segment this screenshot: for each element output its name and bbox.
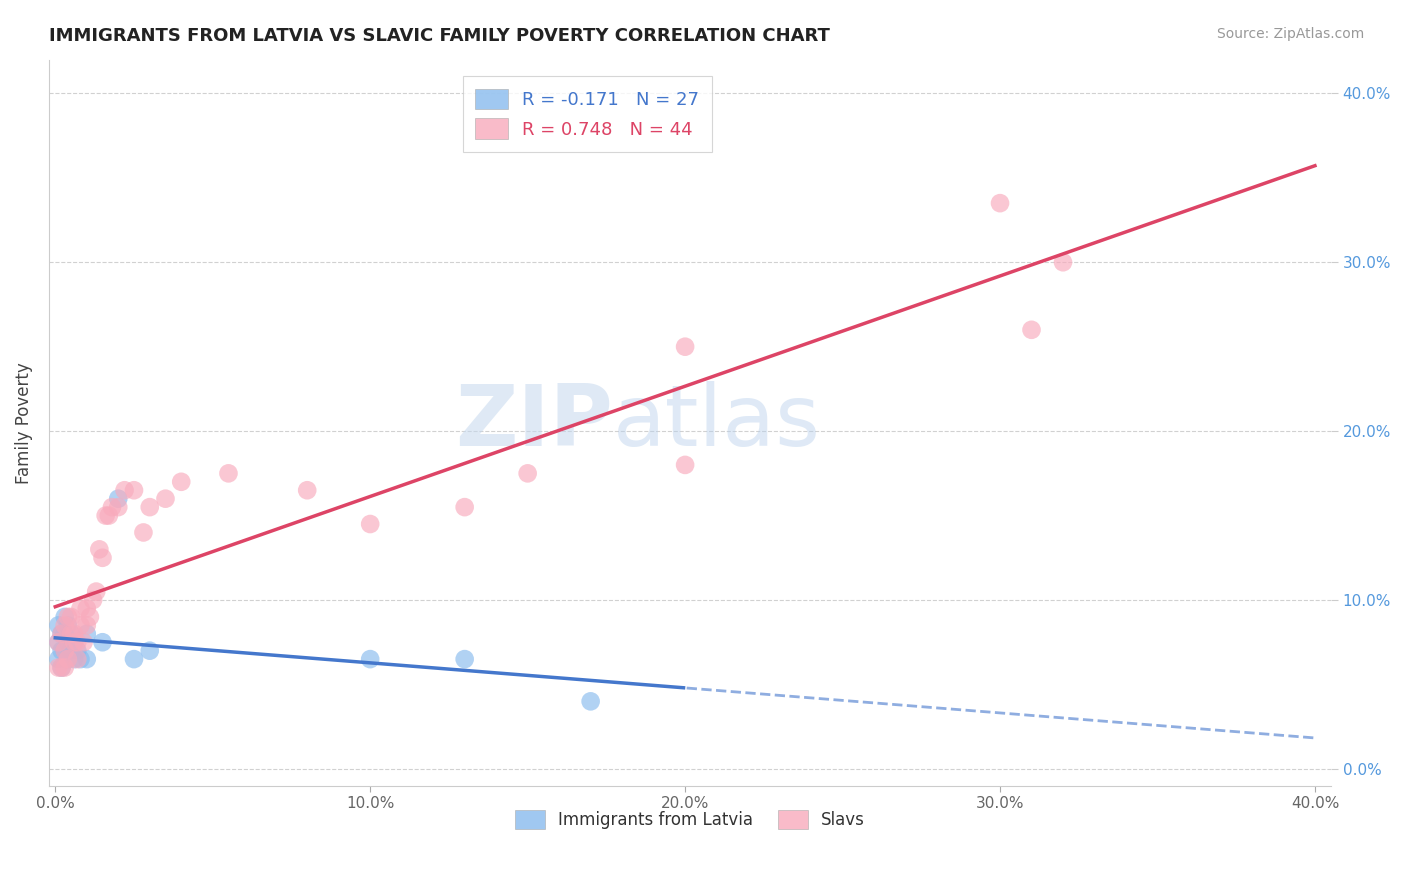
Point <box>60 627 83 641</box>
Y-axis label: Family Poverty: Family Poverty <box>15 362 32 483</box>
Point <box>69 601 91 615</box>
Point <box>51 660 73 674</box>
Point <box>218 467 240 481</box>
Point <box>51 660 73 674</box>
Point <box>155 491 177 506</box>
Point <box>56 610 79 624</box>
Point <box>63 635 86 649</box>
Point <box>673 458 696 472</box>
Point <box>60 627 83 641</box>
Point <box>72 635 94 649</box>
Point <box>91 635 114 649</box>
Point <box>132 525 155 540</box>
Point <box>53 618 76 632</box>
Point <box>579 694 602 708</box>
Point <box>359 516 381 531</box>
Text: atlas: atlas <box>613 381 821 464</box>
Point <box>988 196 1011 211</box>
Point <box>60 643 83 657</box>
Point <box>170 475 193 489</box>
Point <box>53 660 76 674</box>
Legend: Immigrants from Latvia, Slavs: Immigrants from Latvia, Slavs <box>508 803 872 836</box>
Point <box>53 643 76 657</box>
Point <box>56 652 79 666</box>
Point <box>1021 323 1043 337</box>
Point <box>114 483 136 498</box>
Point <box>48 635 70 649</box>
Point <box>673 340 696 354</box>
Point <box>66 652 89 666</box>
Point <box>516 467 538 481</box>
Point <box>63 627 86 641</box>
Point <box>84 584 107 599</box>
Point <box>69 618 91 632</box>
Point <box>63 652 86 666</box>
Point <box>139 500 162 515</box>
Point <box>53 627 76 641</box>
Point <box>122 652 145 666</box>
Point <box>1052 255 1074 269</box>
Point <box>60 610 83 624</box>
Point <box>79 610 101 624</box>
Text: ZIP: ZIP <box>456 381 613 464</box>
Point <box>51 627 73 641</box>
Point <box>94 508 117 523</box>
Point <box>139 643 162 657</box>
Point <box>101 500 124 515</box>
Point <box>122 483 145 498</box>
Point <box>76 627 98 641</box>
Text: IMMIGRANTS FROM LATVIA VS SLAVIC FAMILY POVERTY CORRELATION CHART: IMMIGRANTS FROM LATVIA VS SLAVIC FAMILY … <box>49 27 830 45</box>
Point <box>89 542 111 557</box>
Point <box>295 483 318 498</box>
Point <box>107 491 129 506</box>
Point <box>453 500 475 515</box>
Point <box>82 593 104 607</box>
Point <box>97 508 120 523</box>
Point <box>48 660 70 674</box>
Point <box>56 618 79 632</box>
Text: Source: ZipAtlas.com: Source: ZipAtlas.com <box>1216 27 1364 41</box>
Point <box>66 643 89 657</box>
Point <box>69 652 91 666</box>
Point <box>66 635 89 649</box>
Point <box>63 635 86 649</box>
Point <box>48 635 70 649</box>
Point <box>76 618 98 632</box>
Point <box>107 500 129 515</box>
Point <box>76 652 98 666</box>
Point <box>359 652 381 666</box>
Point <box>51 643 73 657</box>
Point <box>53 643 76 657</box>
Point <box>76 601 98 615</box>
Point <box>48 652 70 666</box>
Point <box>91 550 114 565</box>
Point <box>56 652 79 666</box>
Point <box>48 618 70 632</box>
Point <box>56 635 79 649</box>
Point <box>51 627 73 641</box>
Point <box>453 652 475 666</box>
Point <box>53 610 76 624</box>
